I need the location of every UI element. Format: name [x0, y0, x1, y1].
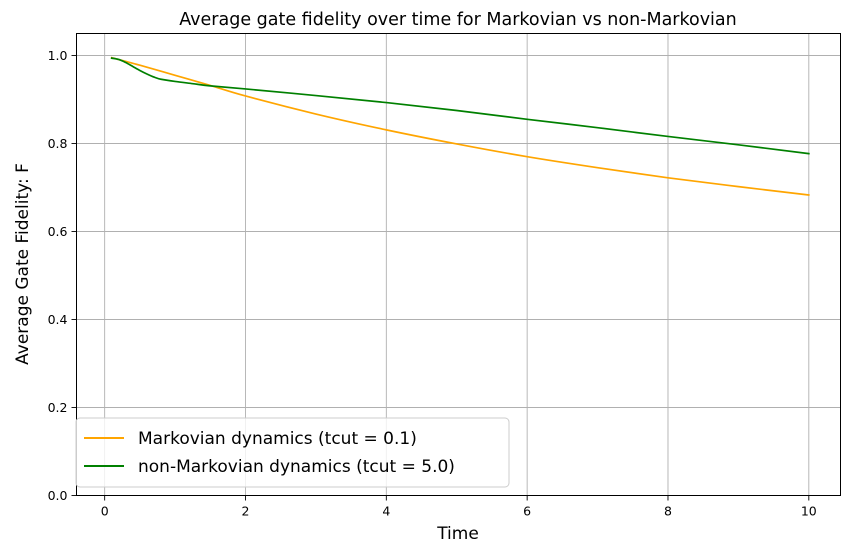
legend-box	[75, 417, 510, 488]
legend: Markovian dynamics (tcut = 0.1) non-Mark…	[75, 417, 510, 488]
y-tick-label: 1.0	[48, 48, 68, 63]
y-axis-label: Average Gate Fidelity: F	[13, 163, 33, 365]
legend-label-markovian: Markovian dynamics (tcut = 0.1)	[138, 429, 417, 449]
y-tick-label: 0.6	[48, 224, 68, 239]
non-markovian-series-line	[110, 57, 810, 155]
chart-title: Average gate fidelity over time for Mark…	[179, 10, 737, 30]
legend-label-non-markovian: non-Markovian dynamics (tcut = 5.0)	[138, 457, 455, 477]
x-tick-label: 0	[101, 504, 109, 519]
series-lines	[110, 56, 810, 196]
x-tick-label: 4	[382, 504, 390, 519]
x-axis-label: Time	[436, 524, 479, 544]
y-tick-label: 0.4	[48, 312, 68, 327]
axis-ticks: 0 2 4 6 8 10 0.0 0.2 0.4 0.6 0.8 1.0	[48, 48, 817, 519]
x-tick-label: 8	[664, 504, 672, 519]
y-tick-label: 0.2	[48, 400, 68, 415]
x-tick-label: 10	[801, 504, 817, 519]
x-tick-label: 2	[242, 504, 250, 519]
y-tick-label: 0.0	[48, 488, 68, 503]
plot-frame	[76, 33, 841, 496]
x-tick-label: 6	[523, 504, 531, 519]
markovian-series-line	[110, 56, 810, 196]
y-tick-label: 0.8	[48, 136, 68, 151]
